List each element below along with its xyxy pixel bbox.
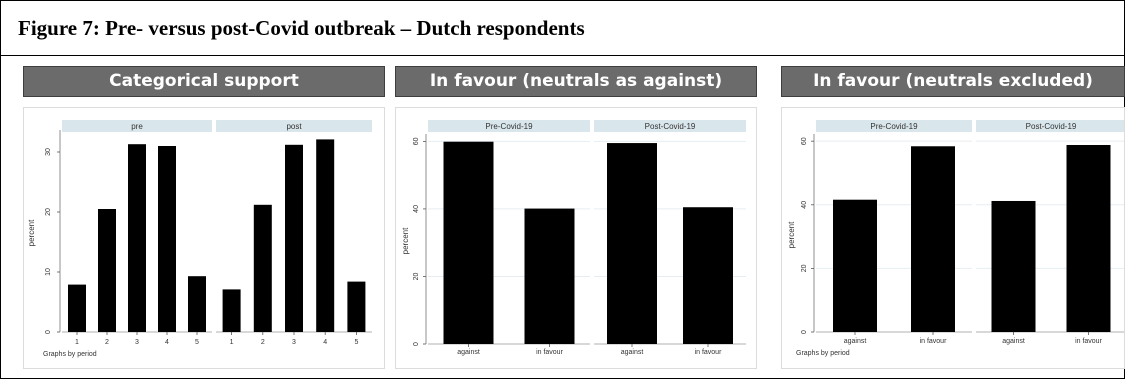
facet-label: Post-Covid-19 (1026, 122, 1077, 131)
bar (1066, 144, 1111, 332)
bar (253, 204, 272, 332)
facet-label: post (286, 122, 302, 131)
facet-strip (216, 120, 372, 132)
y-tick-label: 30 (45, 148, 52, 156)
x-tick-label: in favour (536, 349, 564, 356)
divider-tick (0, 55, 10, 56)
chart-panel-categorical: pre 1 2 3 4 5 post 1 2 3 4 5 0 10 20 30 percent Graphs by… (23, 107, 385, 369)
facet-label: Pre-Covid-19 (870, 122, 918, 131)
bar (991, 200, 1036, 332)
y-tick-label: 20 (801, 264, 808, 272)
x-tick-label: 5 (354, 339, 358, 346)
x-tick-label: 2 (261, 339, 265, 346)
bar (222, 289, 241, 332)
x-tick-label: 4 (165, 339, 169, 346)
x-tick-label: 3 (292, 339, 296, 346)
x-tick-label: in favour (695, 349, 723, 356)
y-tick-label: 10 (45, 268, 52, 276)
x-tick-label: against (621, 349, 644, 356)
x-tick-label: 4 (323, 339, 327, 346)
chart-panel-neutrals-excluded: Pre-Covid-19 against in favour Post-Covid-1… (781, 107, 1126, 369)
bar (68, 284, 86, 332)
bar (833, 199, 877, 332)
x-tick-label: against (1002, 338, 1025, 345)
facet-strip (816, 120, 972, 132)
bar (188, 276, 206, 332)
y-tick-label: 40 (801, 201, 808, 209)
facet-strip (976, 120, 1126, 132)
panel-header-neutrals-against: In favour (neutrals as against) (395, 66, 757, 97)
facet-strip (594, 120, 746, 132)
x-tick-label: 1 (230, 339, 234, 346)
bar (285, 144, 303, 332)
chart-categorical-svg: pre 1 2 3 4 5 post 1 2 3 4 5 0 10 20 30 percent Graphs by… (27, 120, 372, 358)
y-axis-label: percent (27, 219, 36, 246)
facet-strip (428, 120, 590, 132)
title-divider (0, 55, 1125, 56)
bar (683, 207, 733, 344)
x-tick-label: in favour (1075, 338, 1103, 345)
bar (347, 281, 366, 332)
y-tick-label: 0 (413, 342, 420, 346)
chart-panel-neutrals-against: Pre-Covid-19 against in favour Post-Covid-1… (395, 107, 757, 369)
x-tick-label: 3 (135, 339, 139, 346)
chart-neutrals-against-svg: Pre-Covid-19 against in favour Post-Covid-1… (401, 120, 746, 356)
y-tick-label: 0 (801, 330, 808, 334)
x-tick-label: against (844, 338, 867, 345)
facet-strip (62, 120, 212, 132)
facet-label: Post-Covid-19 (645, 122, 696, 131)
x-tick-label: in favour (920, 338, 948, 345)
facet-label: Pre-Covid-19 (485, 122, 533, 131)
bar (524, 208, 575, 344)
y-tick-label: 60 (413, 137, 420, 145)
y-tick-label: 60 (801, 137, 808, 145)
panel-header-neutrals-excluded: In favour (neutrals excluded) (781, 66, 1125, 97)
panel-header-categorical: Categorical support (23, 66, 385, 97)
bar (98, 209, 116, 332)
x-tick-label: 5 (195, 339, 199, 346)
y-tick-label: 40 (413, 205, 420, 213)
y-tick-label: 20 (45, 208, 52, 216)
y-axis-label: percent (401, 227, 410, 254)
bar (443, 141, 494, 344)
graphs-by-note: Graphs by period (796, 350, 850, 357)
y-axis-label: percent (787, 221, 796, 248)
facet-label: pre (131, 122, 143, 131)
chart-neutrals-excluded-svg: Pre-Covid-19 against in favour Post-Covid-1… (787, 120, 1126, 357)
bar (316, 139, 335, 332)
bar (911, 146, 955, 332)
bar (607, 143, 657, 344)
x-tick-label: 2 (105, 339, 109, 346)
y-tick-label: 0 (45, 330, 52, 334)
x-tick-label: 1 (75, 339, 79, 346)
y-tick-label: 20 (413, 272, 420, 280)
bar (158, 146, 176, 332)
bar (128, 144, 146, 332)
figure-title: Figure 7: Pre- versus post-Covid outbrea… (18, 16, 585, 40)
x-tick-label: against (457, 349, 480, 356)
graphs-by-note: Graphs by period (43, 351, 97, 358)
